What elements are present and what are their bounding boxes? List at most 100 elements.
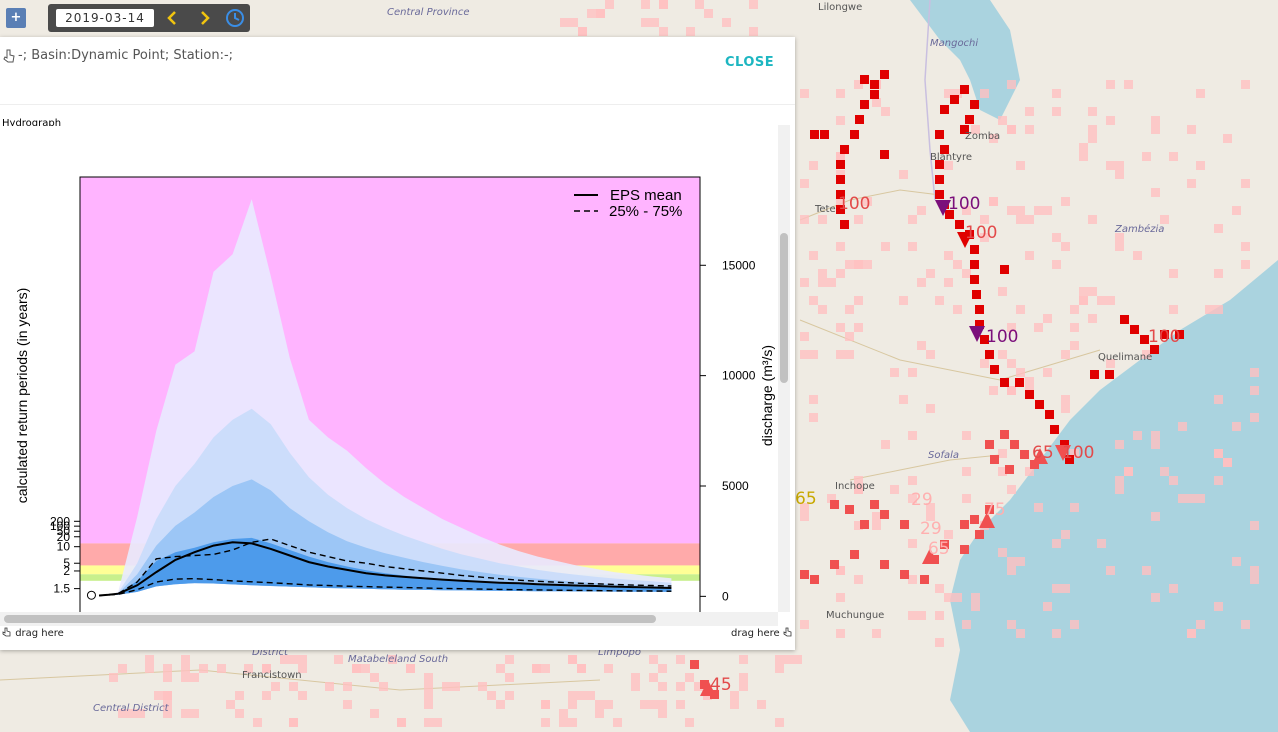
- flood-pixel-low: [989, 197, 998, 206]
- rp-label[interactable]: 100: [838, 194, 870, 214]
- flood-pixel-low: [1214, 269, 1223, 278]
- flood-pixel-low: [980, 89, 989, 98]
- rp-label[interactable]: 65: [928, 539, 950, 559]
- chevron-right-icon: [201, 11, 210, 25]
- flood-pixel-low: [658, 709, 667, 718]
- flood-pixel-low: [836, 152, 845, 161]
- flood-pixel-medium: [900, 570, 909, 579]
- flood-pixel-low: [1214, 449, 1223, 458]
- flood-pixel-low: [749, 27, 758, 36]
- flood-pixel-low: [118, 664, 127, 673]
- vertical-scrollbar-thumb[interactable]: [780, 233, 788, 383]
- map-label-quelimane: Quelimane: [1098, 352, 1152, 363]
- flood-pixel-low: [595, 700, 604, 709]
- rp-label[interactable]: 29: [920, 519, 942, 539]
- flood-pixel-low: [1241, 80, 1250, 89]
- rp-label[interactable]: 29: [911, 490, 933, 510]
- flood-pixel-low: [1079, 287, 1088, 296]
- flood-pixel-low: [818, 305, 827, 314]
- flood-pixel-low: [854, 80, 863, 89]
- rp-label[interactable]: 65: [1032, 443, 1054, 463]
- flood-pixel-low: [568, 691, 577, 700]
- flood-pixel-high: [970, 260, 979, 269]
- rp-label[interactable]: 45: [710, 675, 732, 695]
- flood-pixel-low: [595, 709, 604, 718]
- flood-pixel-low: [836, 350, 845, 359]
- drag-handle-right[interactable]: drag here: [731, 627, 793, 639]
- flood-pixel-high: [970, 275, 979, 284]
- flood-pixel-low: [1223, 134, 1232, 143]
- flood-pixel-low: [649, 700, 658, 709]
- vertical-scrollbar[interactable]: [778, 125, 790, 612]
- flood-pixel-medium: [870, 500, 879, 509]
- flood-pixel-low: [1025, 251, 1034, 260]
- flood-pixel-low: [935, 611, 944, 620]
- flood-pixel-low: [854, 323, 863, 332]
- flood-pixel-high: [1160, 330, 1169, 339]
- flood-pixel-low: [1061, 584, 1070, 593]
- flood-pixel-low: [1007, 206, 1016, 215]
- map-label-sofala: Sofala: [928, 450, 959, 461]
- flood-pixel-low: [577, 691, 586, 700]
- flood-pixel-medium: [860, 520, 869, 529]
- rp-label[interactable]: 65: [795, 489, 817, 509]
- map-label-tete: Tete: [814, 204, 836, 215]
- flood-pixel-high: [1025, 390, 1034, 399]
- flood-pixel-low: [1088, 125, 1097, 134]
- flood-pixel-low: [749, 0, 758, 9]
- flood-pixel-low: [1007, 125, 1016, 134]
- flood-pixel-low: [775, 664, 784, 673]
- rp-label[interactable]: 75: [984, 500, 1006, 520]
- flood-pixel-medium: [940, 540, 949, 549]
- drag-handle-left[interactable]: drag here: [2, 627, 64, 639]
- flood-pixel-low: [298, 655, 307, 664]
- flood-pixel-low: [908, 611, 917, 620]
- flood-pixel-low: [1007, 386, 1016, 395]
- flood-pixel-low: [1043, 602, 1052, 611]
- flood-pixel-low: [1088, 107, 1097, 116]
- flood-pixel-low: [800, 620, 809, 629]
- flood-pixel-low: [1115, 170, 1124, 179]
- latest-date-button[interactable]: [224, 8, 246, 28]
- flood-pixel-high: [1015, 378, 1024, 387]
- horizontal-scrollbar-thumb[interactable]: [4, 615, 656, 623]
- flood-pixel-low: [739, 655, 748, 664]
- rp-label[interactable]: 100: [1062, 443, 1094, 463]
- flood-pixel-low: [944, 530, 953, 539]
- rp-label[interactable]: 100: [948, 194, 980, 214]
- flood-pixel-high: [1000, 265, 1009, 274]
- flood-pixel-low: [1088, 134, 1097, 143]
- map-label-muchungue: Muchungue: [826, 610, 884, 621]
- rp-label[interactable]: 100: [986, 327, 1018, 347]
- date-input[interactable]: [56, 9, 154, 27]
- flood-pixel-low: [1241, 179, 1250, 188]
- flood-pixel-high: [985, 350, 994, 359]
- y-left-tick-label: 100: [50, 519, 70, 533]
- flood-pixel-low: [1025, 215, 1034, 224]
- close-button[interactable]: CLOSE: [725, 55, 775, 70]
- flood-pixel-low: [640, 700, 649, 709]
- alert-triangle-down-icon: [1055, 445, 1071, 461]
- horizontal-scrollbar[interactable]: [0, 612, 778, 626]
- flood-pixel-low: [1232, 557, 1241, 566]
- flood-pixel-low: [1142, 566, 1151, 575]
- flood-pixel-medium: [850, 550, 859, 559]
- flood-pixel-low: [685, 673, 694, 682]
- flood-pixel-low: [739, 673, 748, 682]
- flood-pixel-low: [118, 709, 127, 718]
- flood-pixel-low: [262, 691, 271, 700]
- alert-triangle-up-icon: [979, 512, 995, 528]
- flood-pixel-low: [568, 700, 577, 709]
- rp-label[interactable]: 100: [1148, 327, 1180, 347]
- flood-pixel-low: [845, 350, 854, 359]
- flood-pixel-high: [880, 70, 889, 79]
- flood-pixel-low: [433, 718, 442, 727]
- flood-pixel-high: [960, 85, 969, 94]
- previous-day-button[interactable]: [162, 8, 184, 28]
- flood-pixel-low: [944, 278, 953, 287]
- zoom-in-button[interactable]: +: [6, 8, 26, 28]
- rp-label[interactable]: 100: [965, 223, 997, 243]
- flood-pixel-low: [1196, 620, 1205, 629]
- flood-pixel-low: [971, 593, 980, 602]
- next-day-button[interactable]: [193, 8, 215, 28]
